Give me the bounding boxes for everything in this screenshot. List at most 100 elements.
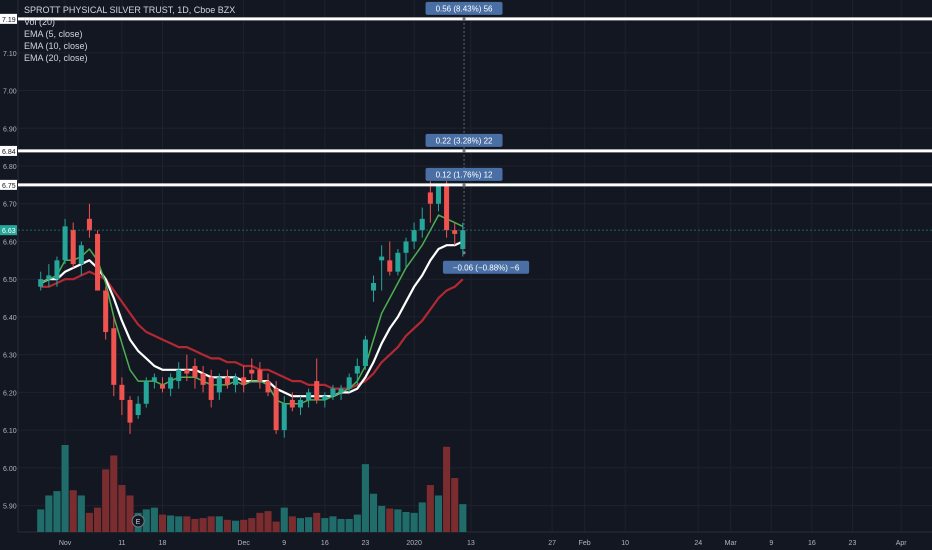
candle-body	[111, 328, 117, 385]
volume-bar	[93, 507, 102, 532]
candle-body	[411, 230, 417, 242]
volume-bar	[207, 516, 215, 532]
measure-point	[462, 17, 466, 21]
candle-body	[103, 290, 109, 333]
candle-body	[338, 388, 344, 393]
x-tick-label: 9	[282, 540, 286, 547]
y-tick-label: 5.90	[3, 504, 17, 511]
volume-bar	[459, 504, 467, 532]
candle-body	[273, 388, 279, 431]
volume-bar	[353, 514, 361, 532]
volume-bar	[296, 518, 305, 532]
volume-bar	[256, 512, 264, 532]
volume-bar	[305, 517, 313, 532]
candle-body	[281, 403, 287, 431]
volume-bar	[142, 509, 150, 532]
y-tick-label: 6.90	[3, 126, 17, 133]
indicator-ema-20[interactable]: EMA (20, close)	[24, 53, 88, 63]
candle-body	[265, 381, 271, 393]
y-tick-label: 6.30	[3, 353, 17, 360]
candle-body	[289, 399, 295, 408]
candle-body	[322, 396, 328, 400]
x-tick-label: 23	[849, 540, 857, 547]
volume-bar	[53, 491, 61, 532]
indicator-ema-5[interactable]: EMA (5, close)	[24, 29, 83, 39]
volume-bar	[69, 490, 77, 532]
volume-bar	[85, 512, 93, 532]
volume-bar	[167, 515, 175, 532]
candle-body	[379, 256, 385, 261]
symbol-title[interactable]: SPROTT PHYSICAL SILVER TRUST, 1D, Cboe B…	[24, 5, 236, 15]
volume-bar	[231, 520, 240, 532]
x-tick-label: 16	[808, 540, 816, 547]
candle-body	[216, 377, 222, 393]
candle-body	[362, 339, 368, 366]
horizontal-line-price: 6.75	[2, 183, 16, 190]
volume-bar	[418, 502, 426, 532]
candle-body	[78, 245, 84, 265]
measure-point	[462, 251, 466, 255]
last-price-label: 6.63	[2, 228, 16, 235]
measure-label: 0.56 (8.43%) 56	[436, 4, 493, 13]
candle-body	[143, 381, 149, 404]
x-tick-label: 10	[621, 540, 629, 547]
x-tick-label: Dec	[237, 540, 250, 547]
indicator-ema-10[interactable]: EMA (10, close)	[24, 41, 88, 51]
x-tick-label: Mar	[725, 540, 738, 547]
x-tick-label: 24	[694, 540, 702, 547]
candle-body	[306, 392, 312, 400]
candle-body	[314, 381, 320, 400]
volume-bar	[175, 516, 183, 532]
candle-body	[192, 365, 198, 378]
volume-bar	[337, 518, 345, 532]
volume-bar	[118, 485, 126, 532]
candle-body	[159, 384, 166, 389]
candle-body	[435, 184, 441, 204]
volume-bar	[126, 495, 134, 532]
candle-body	[460, 230, 466, 250]
y-tick-label: 6.70	[3, 202, 17, 209]
candle-body	[127, 399, 133, 423]
candle-body	[62, 226, 68, 261]
candle-body	[297, 399, 303, 408]
volume-bar	[426, 485, 434, 532]
earnings-marker-label: E	[136, 519, 141, 526]
volume-bar	[272, 521, 280, 532]
y-tick-label: 6.60	[3, 239, 17, 246]
volume-bar	[45, 495, 53, 532]
volume-bar	[191, 518, 199, 532]
volume-bar	[110, 455, 118, 532]
y-tick-label: 6.40	[3, 315, 17, 322]
candle-body	[46, 275, 52, 280]
candle-body	[200, 373, 206, 385]
candle-body	[249, 369, 255, 374]
y-tick-label: 6.00	[3, 466, 17, 473]
horizontal-line-price-box	[0, 145, 17, 156]
y-tick-label: 7.00	[3, 89, 17, 96]
candle-body	[330, 388, 336, 397]
candle-body	[168, 377, 174, 389]
x-tick-label: Feb	[579, 540, 591, 547]
candle-body	[86, 218, 92, 231]
volume-bar	[215, 516, 223, 532]
indicator-volume[interactable]: Vol (20)	[24, 17, 56, 27]
candle-body	[371, 282, 377, 291]
candle-body	[444, 184, 450, 231]
x-tick-label: 2020	[406, 540, 422, 547]
volume-bar	[199, 518, 207, 532]
volume-bar	[410, 512, 418, 532]
candle-body	[354, 365, 360, 374]
volume-bar	[37, 509, 45, 532]
measure-label-box	[425, 133, 503, 147]
candle-body	[95, 233, 101, 291]
volume-bar	[345, 518, 353, 532]
measure-label: 0.22 (3.28%) 22	[436, 136, 493, 145]
x-tick-label: 9	[769, 540, 773, 547]
candle-body	[135, 403, 141, 416]
volume-bar	[443, 446, 451, 532]
volume-bar	[321, 518, 329, 532]
y-tick-label: 7.10	[3, 51, 17, 58]
